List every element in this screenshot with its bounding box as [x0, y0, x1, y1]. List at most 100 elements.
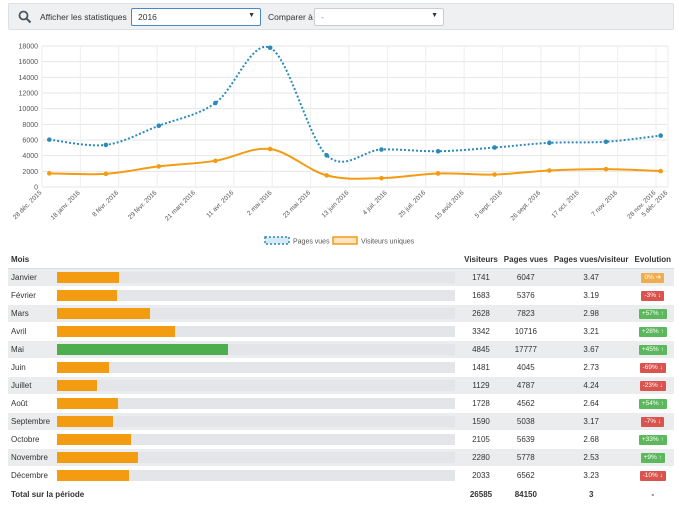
data-point — [435, 171, 441, 176]
pages-vues-cell: 5376 — [500, 286, 551, 305]
bar-cell — [53, 448, 462, 467]
ratio-cell: 3.47 — [550, 268, 632, 287]
month-cell: Octobre — [8, 430, 54, 449]
evolution-badge: -7% ↓ — [641, 416, 665, 427]
data-point — [213, 100, 218, 106]
y-tick-label: 16000 — [19, 59, 39, 66]
y-tick-label: 10000 — [19, 106, 39, 113]
bar-cell — [53, 430, 462, 449]
x-tick-label: 18 janv. 2016 — [50, 189, 82, 221]
month-cell: Septembre — [8, 412, 54, 431]
bar-cell — [53, 394, 462, 413]
data-point — [156, 123, 162, 129]
bar-track — [57, 415, 456, 427]
evolution-badge: -3% ↓ — [641, 290, 665, 301]
trend-arrow-icon: ↓ — [659, 363, 663, 371]
table-row: Novembre 2280 5778 2.53 +9% ↑ — [8, 448, 674, 467]
evolution-cell: -69% ↓ — [631, 358, 674, 377]
x-tick-label: 5 sept. 2016 — [474, 189, 505, 220]
chevron-down-icon: ▼ — [431, 12, 438, 19]
evolution-cell: -10% ↓ — [631, 466, 674, 485]
data-point — [603, 166, 609, 172]
visitor-bar — [57, 415, 114, 427]
table-row: Juin 1481 4045 2.73 -69% ↓ — [8, 358, 674, 377]
month-cell: Mars — [8, 304, 54, 323]
x-tick-label: 25 juil. 2016 — [397, 189, 427, 219]
y-tick-label: 2000 — [22, 169, 38, 176]
evolution-value: +33% — [641, 435, 659, 443]
evolution-badge: +9% ↑ — [640, 452, 665, 463]
visiteurs-cell: 3342 — [461, 322, 501, 341]
pages-vues-cell: 10716 — [500, 322, 551, 341]
col-pages-vues: Pages vues — [500, 251, 551, 269]
month-cell: Juin — [8, 358, 54, 377]
pages-vues-cell: 6562 — [500, 466, 551, 485]
total-row: Total sur la période 26585 84150 3- — [8, 483, 674, 505]
pages-vues-cell: 5639 — [500, 430, 551, 449]
table-row: Septembre 1590 5038 3.17 -7% ↓ — [8, 412, 674, 431]
col-ratio: Pages vues/visiteur — [550, 251, 632, 269]
col-evolution: Evolution — [631, 251, 674, 269]
visiteurs-cell: 2280 — [461, 448, 501, 467]
evolution-value: +54% — [641, 399, 659, 407]
trend-arrow-icon: ↓ — [657, 291, 662, 299]
table-header-row: Mois Visiteurs Pages vues Pages vues/vis… — [8, 251, 674, 269]
line-chart-svg: 0 2000 4000 6000 8000 10000 12000 14000 16000 180… — [12, 44, 670, 246]
data-point — [547, 168, 552, 173]
evolution-badge: -23% ↓ — [639, 380, 666, 391]
data-point — [492, 172, 497, 177]
bar-cell — [53, 340, 462, 359]
visitor-bar — [57, 289, 117, 301]
visitor-bar — [57, 307, 150, 319]
compare-select[interactable]: - ▼ — [314, 8, 444, 26]
search-button[interactable] — [14, 7, 36, 27]
pages-vues-cell: 5778 — [500, 448, 551, 467]
evolution-badge: +57% ↑ — [638, 308, 667, 319]
visiteurs-cell: 1741 — [461, 268, 501, 287]
y-tick-label: 4000 — [22, 153, 38, 160]
filter-toolbar: Afficher les statistiques 2016 ▼ Compare… — [8, 3, 674, 30]
evolution-cell: -3% ↓ — [631, 286, 674, 305]
table-row: Juillet 1129 4787 4.24 -23% ↓ — [8, 376, 674, 395]
pages-vues-cell: 4562 — [500, 394, 551, 413]
data-point — [47, 171, 52, 176]
visiteurs-cell: 2628 — [461, 304, 501, 323]
trend-arrow-icon: ↓ — [657, 417, 662, 425]
table-row: Mars 2628 7823 2.98 +57% ↑ — [8, 304, 674, 323]
data-point — [658, 133, 663, 138]
x-tick-label: 4 juil. 2016 — [362, 189, 389, 216]
visiteurs-cell: 2105 — [461, 430, 501, 449]
data-point — [379, 147, 384, 152]
y-tick-label: 6000 — [22, 138, 38, 145]
series-line-visiteurs-uniques — [49, 147, 661, 180]
pages-vues-cell: 6047 — [500, 268, 551, 287]
ratio-cell: 4.24 — [550, 376, 632, 395]
ratio-cell: 2.64 — [550, 394, 632, 413]
year-select[interactable]: 2016 ▼ — [131, 8, 261, 26]
visitor-bar — [57, 397, 119, 409]
data-point — [267, 45, 273, 51]
trend-arrow-icon: ↑ — [660, 309, 664, 317]
month-cell: Novembre — [8, 448, 54, 467]
bar-track — [57, 451, 456, 463]
total-ratio: 3 — [550, 483, 632, 505]
table-body: Janvier 1741 6047 3.47 0% ➜ Février 1683 5376 3.… — [8, 268, 674, 505]
evolution-value: +57% — [641, 309, 659, 317]
ratio-cell: 3.67 — [550, 340, 632, 359]
x-tick-label: 13 juin 2016 — [320, 189, 350, 219]
visiteurs-cell: 1728 — [461, 394, 501, 413]
data-point — [103, 171, 109, 177]
evolution-cell: +28% ↑ — [631, 322, 674, 341]
data-point — [156, 164, 162, 169]
evolution-cell: -7% ↓ — [631, 412, 674, 431]
trend-arrow-icon: ↑ — [660, 327, 664, 335]
bar-track — [57, 397, 456, 409]
data-point — [603, 139, 609, 145]
visitor-bar — [57, 271, 119, 283]
data-point — [547, 140, 552, 146]
month-cell: Mai — [8, 340, 54, 359]
bar-cell — [53, 304, 462, 323]
data-point — [213, 158, 218, 164]
month-cell: Janvier — [8, 268, 54, 287]
y-tick-label: 0 — [34, 185, 38, 192]
